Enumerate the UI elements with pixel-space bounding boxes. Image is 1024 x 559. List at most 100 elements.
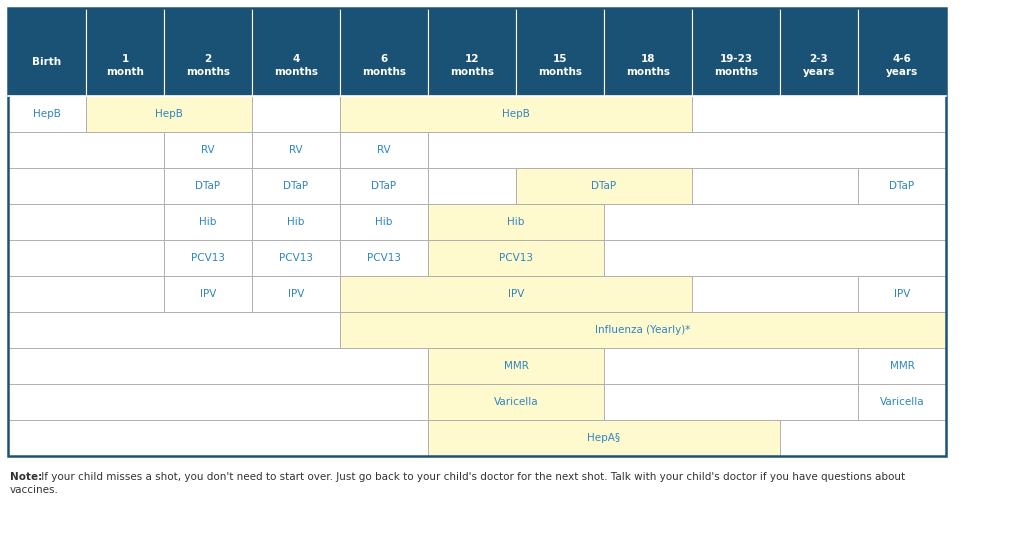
Bar [428,384,604,420]
Bar [428,420,780,456]
Text: 6: 6 [380,54,388,64]
Text: PCV13: PCV13 [367,253,401,263]
Bar [252,8,340,96]
Text: IPV: IPV [200,289,216,299]
Bar [8,204,164,240]
Bar [428,348,604,384]
Bar [780,8,858,96]
Bar [604,8,692,96]
Bar [252,96,340,132]
Text: HepA§: HepA§ [588,433,621,443]
Bar [428,132,946,168]
Text: IPV: IPV [288,289,304,299]
Text: HepB: HepB [502,109,530,119]
Bar [164,132,252,168]
Bar [428,168,516,204]
Text: DTaP: DTaP [196,181,220,191]
Text: Hib: Hib [376,217,392,227]
Bar [858,348,946,384]
Text: months: months [362,67,406,77]
Bar [858,168,946,204]
Bar [252,240,340,276]
Bar [692,168,858,204]
Text: month: month [106,67,144,77]
Text: DTaP: DTaP [372,181,396,191]
Bar [858,276,946,312]
Bar [858,384,946,420]
Text: months: months [714,67,758,77]
Text: If your child misses a shot, you don't need to start over. Just go back to your : If your child misses a shot, you don't n… [38,472,905,482]
Text: DTaP: DTaP [592,181,616,191]
Text: Note:: Note: [10,472,42,482]
Bar [86,8,164,96]
Bar [604,348,858,384]
Text: DTaP: DTaP [284,181,308,191]
Text: PCV13: PCV13 [191,253,225,263]
Bar [516,8,604,96]
Bar [164,168,252,204]
Bar [604,204,946,240]
Text: MMR: MMR [504,361,528,371]
Bar [8,348,428,384]
Bar [340,276,692,312]
Bar [340,312,946,348]
Text: months: months [626,67,670,77]
Text: RV: RV [377,145,391,155]
Text: MMR: MMR [890,361,914,371]
Bar [8,8,946,456]
Text: Hib: Hib [507,217,524,227]
Bar [692,96,946,132]
Bar [8,240,164,276]
Bar [164,276,252,312]
Text: HepB: HepB [155,109,183,119]
Bar [604,240,946,276]
Bar [252,276,340,312]
Text: Influenza (Yearly)*: Influenza (Yearly)* [595,325,690,335]
Bar [516,168,692,204]
Bar [858,8,946,96]
Bar [428,240,604,276]
Text: years: years [803,67,836,77]
Bar [428,204,604,240]
Bar [252,132,340,168]
Text: 4-6: 4-6 [893,54,911,64]
Text: vaccines.: vaccines. [10,485,58,495]
Text: Varicella: Varicella [494,397,539,407]
Text: months: months [538,67,582,77]
Text: DTaP: DTaP [890,181,914,191]
Bar [8,96,86,132]
Bar [164,240,252,276]
Bar [86,96,252,132]
Bar [340,168,428,204]
Text: 1: 1 [122,54,129,64]
Text: PCV13: PCV13 [279,253,313,263]
Bar [8,384,428,420]
Bar [780,420,946,456]
Text: IPV: IPV [508,289,524,299]
Bar [692,276,858,312]
Text: IPV: IPV [894,289,910,299]
Text: months: months [274,67,318,77]
Text: 12: 12 [465,54,479,64]
Text: Birth: Birth [33,57,61,67]
Bar [8,276,164,312]
Text: 18: 18 [641,54,655,64]
Bar [8,312,340,348]
Bar [340,96,692,132]
Bar [428,8,516,96]
Text: Hib: Hib [200,217,217,227]
Bar [340,8,428,96]
Text: years: years [886,67,919,77]
Bar [340,240,428,276]
Bar [8,420,428,456]
Bar [252,204,340,240]
Bar [8,8,86,96]
Text: months: months [450,67,494,77]
Bar [692,8,780,96]
Text: PCV13: PCV13 [499,253,534,263]
Text: RV: RV [201,145,215,155]
Bar [8,168,164,204]
Bar [340,132,428,168]
Text: 2-3: 2-3 [810,54,828,64]
Text: 2: 2 [205,54,212,64]
